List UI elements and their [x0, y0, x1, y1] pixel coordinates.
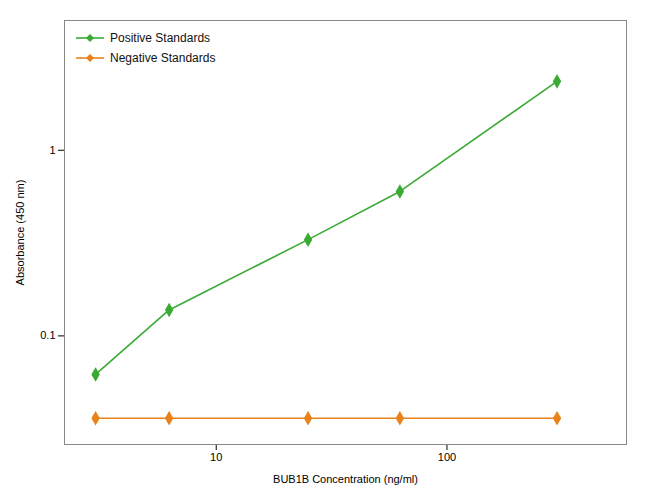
html-text:Positive Standards: Positive Standards [110, 31, 211, 45]
svg-text:1: 1 [49, 144, 55, 156]
svg-text:Absorbance (450 nm): Absorbance (450 nm) [14, 180, 26, 286]
svg-text:0.1: 0.1 [40, 329, 55, 341]
svg-text:100: 100 [438, 451, 456, 463]
html-text:Negative Standards: Negative Standards [110, 51, 216, 65]
svg-text:10: 10 [210, 451, 222, 463]
svg-text:BUB1B Concentration (ng/ml): BUB1B Concentration (ng/ml) [273, 473, 418, 485]
